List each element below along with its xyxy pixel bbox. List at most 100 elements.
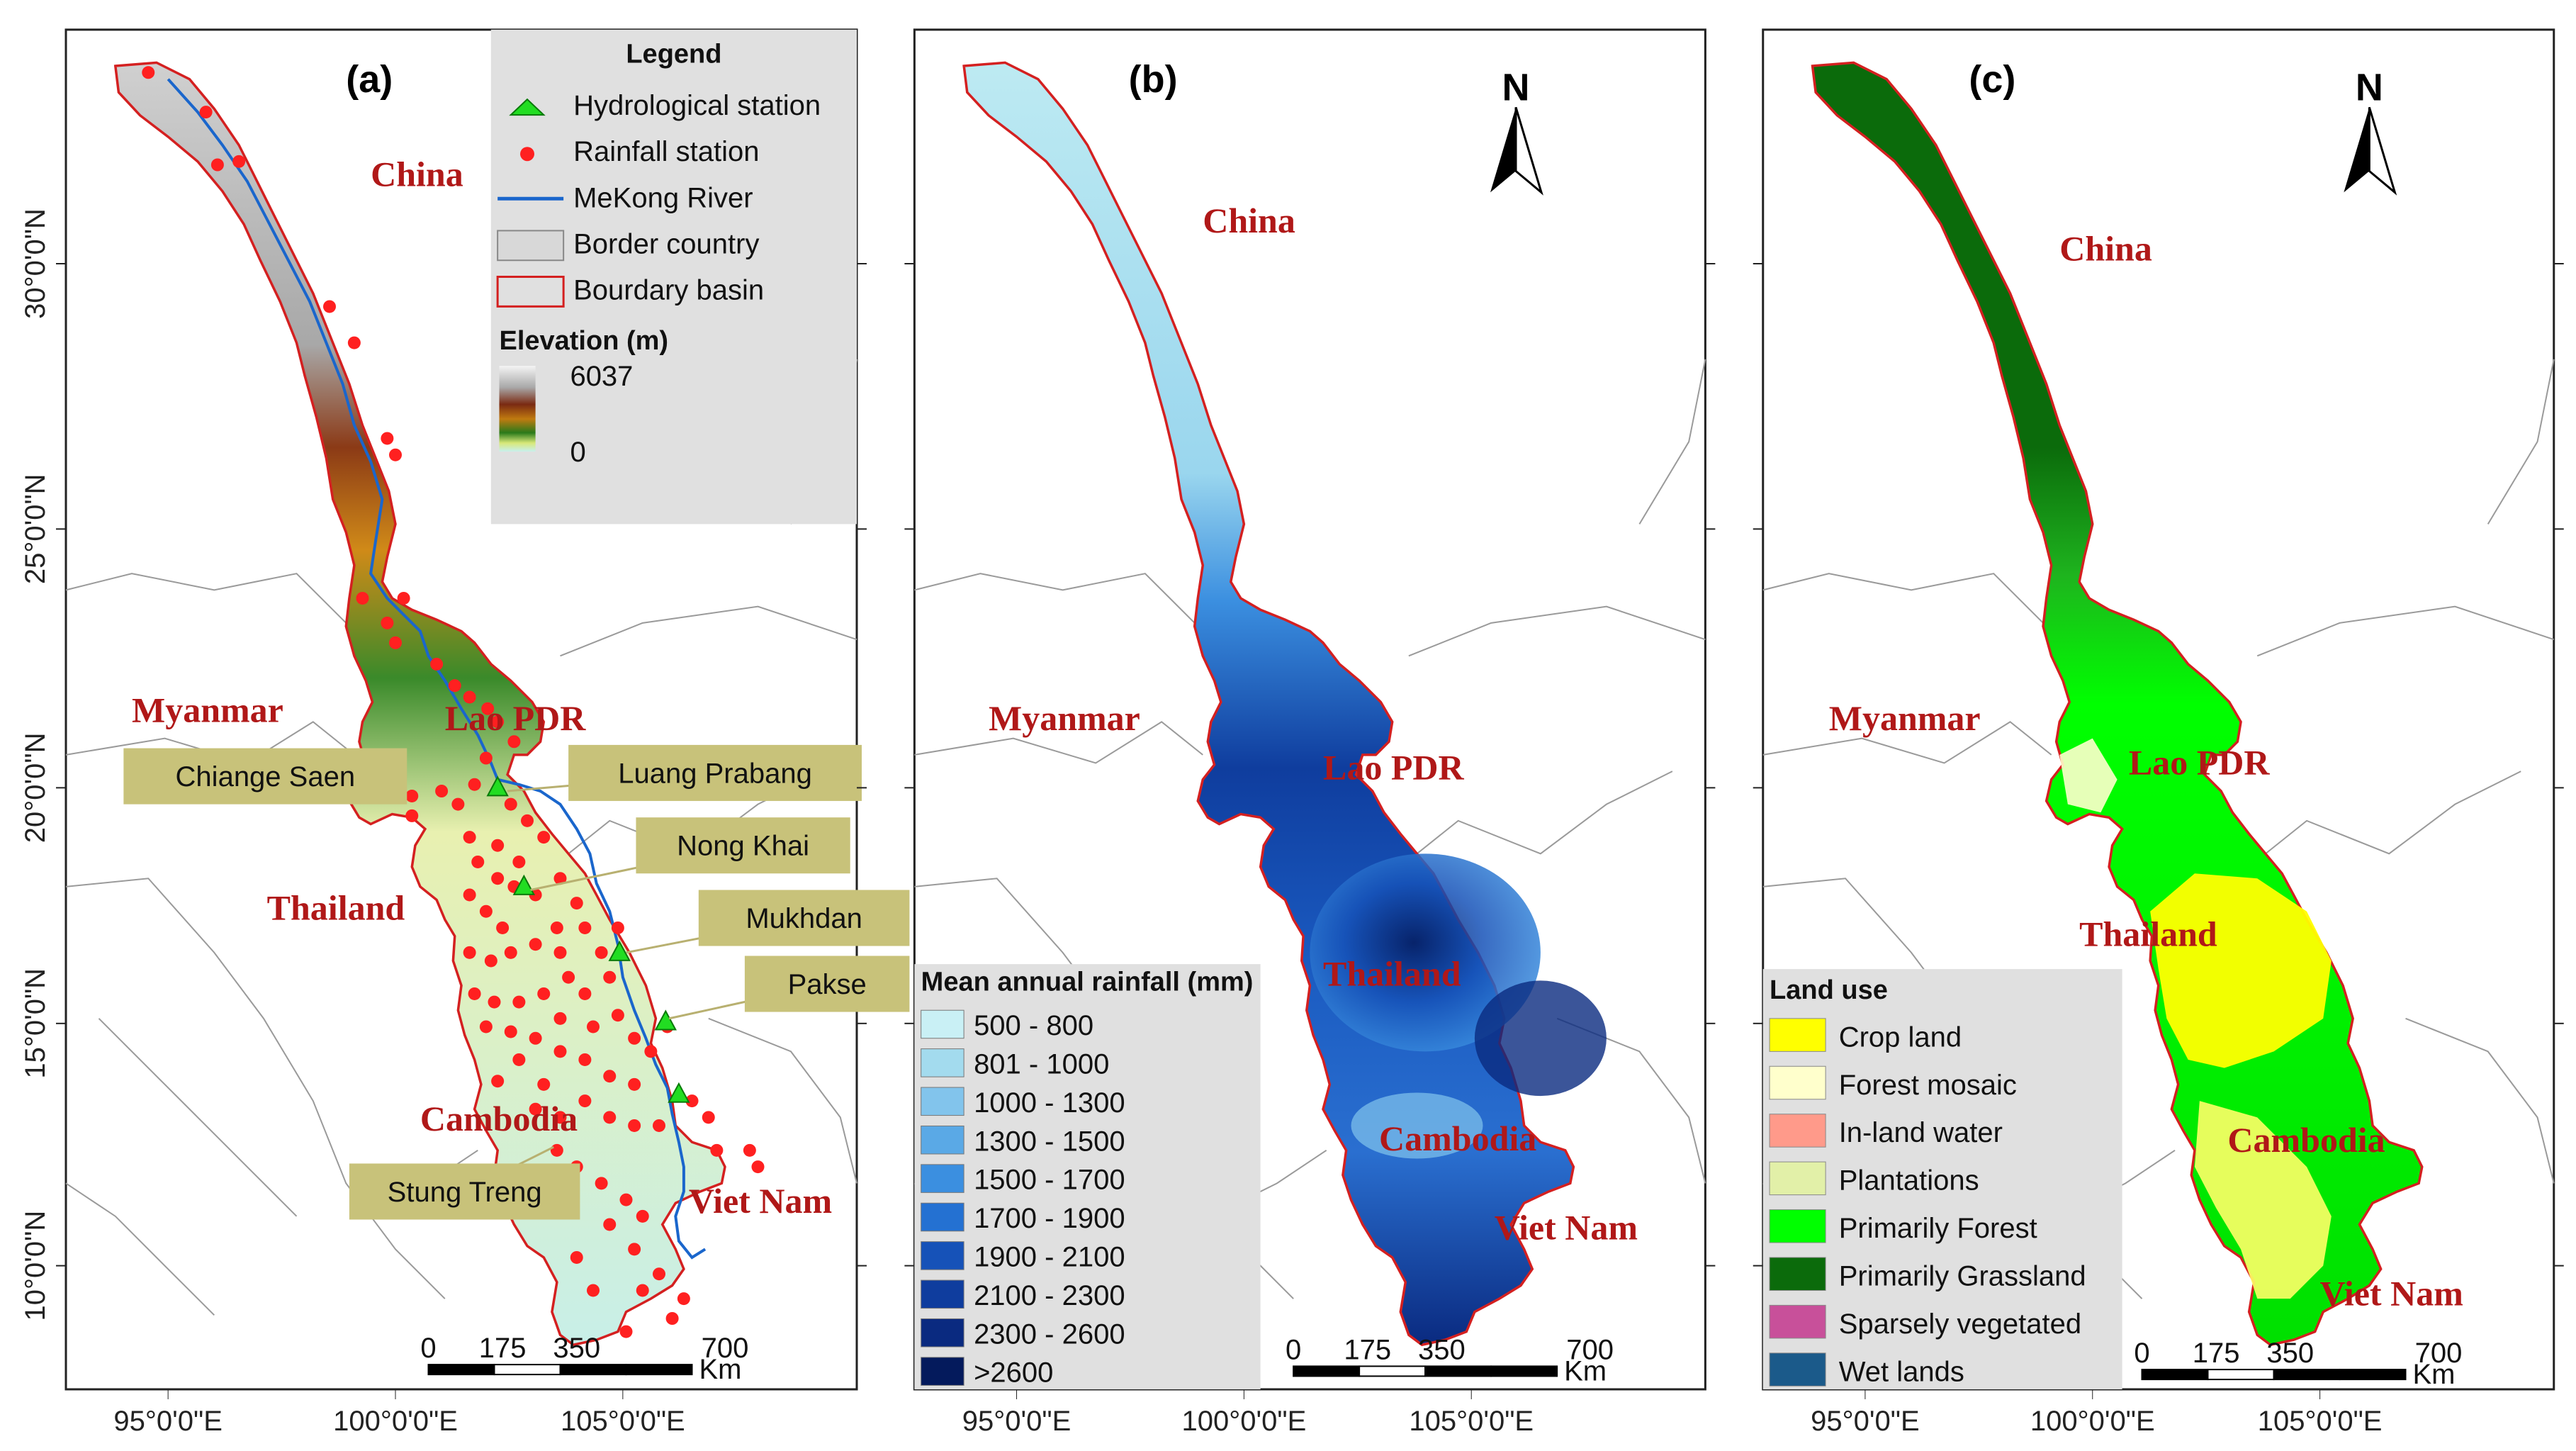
rainfall-station — [570, 1250, 583, 1264]
rainfall-station — [537, 831, 551, 844]
station-box — [698, 890, 910, 946]
country-label: Viet Nam — [1495, 1207, 1638, 1247]
rainfall-station — [488, 995, 501, 1009]
scale-tick: 700 — [2415, 1338, 2463, 1369]
legend: Legend Hydrological station Rainfall stati… — [490, 29, 857, 525]
rainfall-station — [405, 789, 419, 802]
map-panel-c: China Myanmar Lao PDR Thailand Cambodia Viet … — [1753, 28, 2564, 1437]
legend-class-label: 1300 - 1500 — [974, 1126, 1125, 1157]
legend-swatch — [921, 1087, 964, 1116]
rainfall-station — [644, 1045, 658, 1058]
legend-swatch — [921, 1164, 964, 1193]
cropland-region — [2150, 873, 2332, 1068]
rainfall-station — [653, 1119, 665, 1132]
rainfall-station — [491, 1075, 505, 1088]
legend-swatch — [921, 1279, 964, 1309]
rainfall-station — [381, 432, 394, 445]
rainfall-station — [463, 888, 476, 902]
legend-class-label: Primarily Grassland — [1839, 1261, 2086, 1292]
legend-bg — [914, 964, 1261, 1389]
border-line — [1375, 771, 1673, 887]
country-label: China — [371, 155, 463, 194]
rainfall-station — [619, 1325, 633, 1338]
border-line — [2405, 1017, 2555, 1184]
rainfall-station — [553, 1045, 567, 1058]
rainfall-station — [496, 921, 510, 934]
station-name: Mukhdan — [746, 903, 862, 934]
rainfall-station — [512, 995, 526, 1009]
north-label: N — [2356, 66, 2383, 108]
border-line — [2487, 359, 2555, 525]
country-label: Myanmar — [1829, 698, 1981, 738]
scale-tick: 350 — [1418, 1334, 1466, 1365]
lon-label: 105°0'0"E — [1409, 1406, 1534, 1437]
rainfall-station — [743, 1143, 756, 1157]
border-line — [65, 878, 446, 1299]
rainfall-station — [636, 1209, 649, 1223]
station-name: Chiange Saen — [176, 761, 356, 792]
rainfall-station — [562, 970, 575, 984]
rainfall-station — [578, 921, 592, 934]
rainfall-station — [529, 938, 542, 951]
rainfall-station — [636, 1284, 649, 1297]
rainfall-station — [397, 591, 410, 605]
elevation-min: 0 — [570, 437, 585, 468]
scale-segment — [1490, 1365, 1558, 1377]
legend-item-label: MeKong River — [573, 182, 753, 213]
scale-segment — [1359, 1365, 1427, 1377]
country-label: Viet Nam — [689, 1181, 832, 1221]
scale-tick: 175 — [479, 1333, 527, 1364]
station-label-mukhdan: Mukhdan — [626, 890, 910, 954]
lon-label: 95°0'0"E — [1811, 1406, 1920, 1437]
legend-item-label: Hydrological station — [573, 90, 821, 121]
legend-class-label: 801 - 1000 — [974, 1049, 1109, 1080]
rainfall-station — [537, 987, 551, 1000]
lon-label: 105°0'0"E — [561, 1406, 685, 1437]
panel-tag: (a) — [346, 58, 393, 101]
rainfall-station — [435, 785, 449, 797]
north-arrow-left — [2344, 107, 2370, 193]
lon-label: 100°0'0"E — [333, 1406, 458, 1437]
panel-tag: (b) — [1129, 58, 1178, 101]
rainfall-station — [619, 1193, 633, 1206]
rainfall-station — [468, 778, 481, 791]
rainfall-core — [1310, 853, 1541, 1052]
rainfall-station — [702, 1111, 715, 1124]
station-label-stung-treng: Stung Treng — [349, 1145, 580, 1220]
rainfall-station — [463, 831, 476, 844]
legend-title: Mean annual rainfall (mm) — [921, 967, 1254, 997]
rainfall-station — [468, 987, 481, 1000]
rainfall-station — [611, 921, 624, 934]
legend-item-label: Bourdary basin — [573, 275, 764, 306]
rainfall-station — [553, 872, 567, 885]
rainfall-station — [463, 690, 476, 704]
border-line — [560, 605, 857, 657]
rainfall-station — [491, 872, 505, 885]
mekong-river — [167, 78, 707, 1260]
legend-class-label: Sparsely vegetated — [1839, 1309, 2081, 1340]
rainfall-station — [471, 855, 485, 868]
rainfall-station — [389, 636, 402, 649]
map-panel-b: China Myanmar Lao PDR Thailand Cambodia Viet … — [904, 28, 1716, 1437]
rainfall-station — [512, 1053, 526, 1066]
rainfall-station — [481, 702, 495, 715]
scale-unit: Km — [699, 1354, 742, 1385]
country-label: Myanmar — [989, 698, 1140, 738]
rainfall-station — [587, 1020, 600, 1033]
hydrological-station-icon — [668, 1082, 690, 1103]
border-line — [708, 1017, 857, 1184]
lon-label: 95°0'0"E — [113, 1406, 223, 1437]
rainfall-station — [587, 1284, 600, 1297]
rainfall-station — [628, 1031, 641, 1045]
legend-swatch — [1769, 1018, 1826, 1052]
lon-label: 95°0'0"E — [962, 1406, 1072, 1437]
rainfall-station — [521, 814, 534, 827]
station-box — [636, 817, 850, 874]
scale-tick: 0 — [420, 1333, 436, 1364]
country-label: China — [2059, 228, 2152, 268]
station-box — [123, 748, 407, 805]
legend-class-label: 500 - 800 — [974, 1010, 1093, 1041]
rainfall-station — [479, 1020, 493, 1033]
scale-tick: 350 — [553, 1333, 600, 1364]
